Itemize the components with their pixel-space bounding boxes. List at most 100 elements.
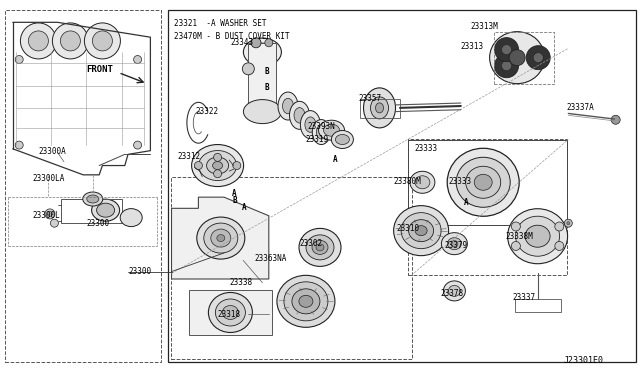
Ellipse shape (207, 157, 228, 174)
Text: FRONT: FRONT (86, 65, 113, 74)
Ellipse shape (442, 232, 467, 255)
Ellipse shape (516, 216, 559, 256)
Text: J23301E0: J23301E0 (563, 356, 604, 365)
Ellipse shape (490, 32, 545, 84)
Ellipse shape (408, 219, 434, 242)
Circle shape (567, 222, 570, 225)
Ellipse shape (87, 195, 99, 203)
Circle shape (52, 23, 88, 59)
Ellipse shape (299, 228, 341, 266)
Bar (61, 199, 122, 223)
Circle shape (526, 46, 550, 70)
Ellipse shape (410, 171, 435, 193)
Text: 23333: 23333 (448, 177, 471, 186)
Circle shape (84, 23, 120, 59)
Text: 23300A: 23300A (38, 147, 66, 156)
Circle shape (533, 53, 543, 62)
Ellipse shape (223, 305, 238, 320)
Text: 23322: 23322 (195, 107, 218, 116)
Circle shape (214, 170, 221, 178)
Text: B: B (232, 196, 237, 205)
Ellipse shape (474, 174, 492, 190)
Circle shape (511, 222, 520, 231)
Ellipse shape (204, 223, 238, 253)
Ellipse shape (250, 43, 275, 61)
Text: 23313M: 23313M (470, 22, 498, 31)
Circle shape (15, 55, 23, 64)
Bar (515, 299, 561, 312)
Text: B: B (264, 83, 269, 92)
Text: 23312: 23312 (178, 152, 201, 161)
Text: 23300: 23300 (128, 267, 151, 276)
Ellipse shape (243, 100, 282, 124)
Text: 23337A: 23337A (566, 103, 594, 112)
Text: A: A (242, 203, 246, 212)
Text: 23300L: 23300L (32, 211, 60, 220)
Circle shape (195, 161, 202, 170)
Ellipse shape (216, 299, 245, 326)
Text: 23337: 23337 (512, 293, 535, 302)
Circle shape (564, 219, 572, 227)
Text: 23338M: 23338M (506, 232, 533, 241)
Ellipse shape (97, 203, 115, 217)
Ellipse shape (335, 135, 349, 144)
Circle shape (555, 222, 564, 231)
Text: 23343: 23343 (230, 38, 253, 47)
Ellipse shape (364, 88, 396, 128)
Circle shape (60, 31, 81, 51)
Ellipse shape (292, 289, 320, 314)
Ellipse shape (277, 275, 335, 327)
Text: 23393N: 23393N (307, 122, 335, 131)
Text: 23318: 23318 (218, 310, 241, 319)
Circle shape (495, 38, 518, 62)
Ellipse shape (323, 124, 339, 136)
Circle shape (45, 209, 55, 219)
Text: B: B (264, 67, 269, 76)
Ellipse shape (316, 125, 326, 139)
Ellipse shape (282, 98, 294, 114)
Ellipse shape (83, 192, 103, 206)
Text: 23470M - B DUST COVER KIT: 23470M - B DUST COVER KIT (174, 32, 290, 41)
Text: 23378: 23378 (440, 289, 463, 298)
Ellipse shape (212, 161, 223, 170)
Text: 23380M: 23380M (394, 177, 421, 186)
Text: A: A (333, 155, 337, 164)
Bar (248, 43, 276, 112)
Ellipse shape (92, 199, 120, 221)
Text: 23310: 23310 (397, 224, 420, 233)
Text: 23379: 23379 (445, 241, 468, 250)
Circle shape (47, 211, 52, 217)
Circle shape (509, 49, 525, 66)
Ellipse shape (299, 295, 313, 307)
Text: 23302: 23302 (300, 239, 323, 248)
Circle shape (555, 241, 564, 250)
Ellipse shape (289, 101, 310, 129)
Bar (494, 32, 554, 84)
Ellipse shape (451, 241, 458, 247)
Ellipse shape (300, 110, 321, 139)
Ellipse shape (217, 235, 225, 241)
Circle shape (243, 63, 254, 75)
Ellipse shape (278, 92, 298, 120)
Bar (168, 10, 636, 362)
Ellipse shape (466, 166, 500, 198)
Circle shape (15, 141, 23, 149)
Text: 23300LA: 23300LA (32, 174, 65, 183)
Ellipse shape (284, 282, 328, 321)
Circle shape (92, 31, 113, 51)
Ellipse shape (312, 119, 330, 145)
Ellipse shape (198, 151, 237, 180)
Bar (189, 290, 272, 335)
Circle shape (233, 161, 241, 170)
Text: 23300: 23300 (86, 219, 109, 228)
Text: A: A (464, 198, 468, 207)
Circle shape (611, 115, 620, 124)
Ellipse shape (444, 281, 465, 301)
Ellipse shape (332, 131, 353, 148)
Text: 23313: 23313 (461, 42, 484, 51)
Circle shape (511, 241, 520, 250)
Circle shape (265, 39, 273, 47)
Ellipse shape (401, 213, 441, 248)
Circle shape (134, 141, 141, 149)
Circle shape (214, 153, 221, 161)
